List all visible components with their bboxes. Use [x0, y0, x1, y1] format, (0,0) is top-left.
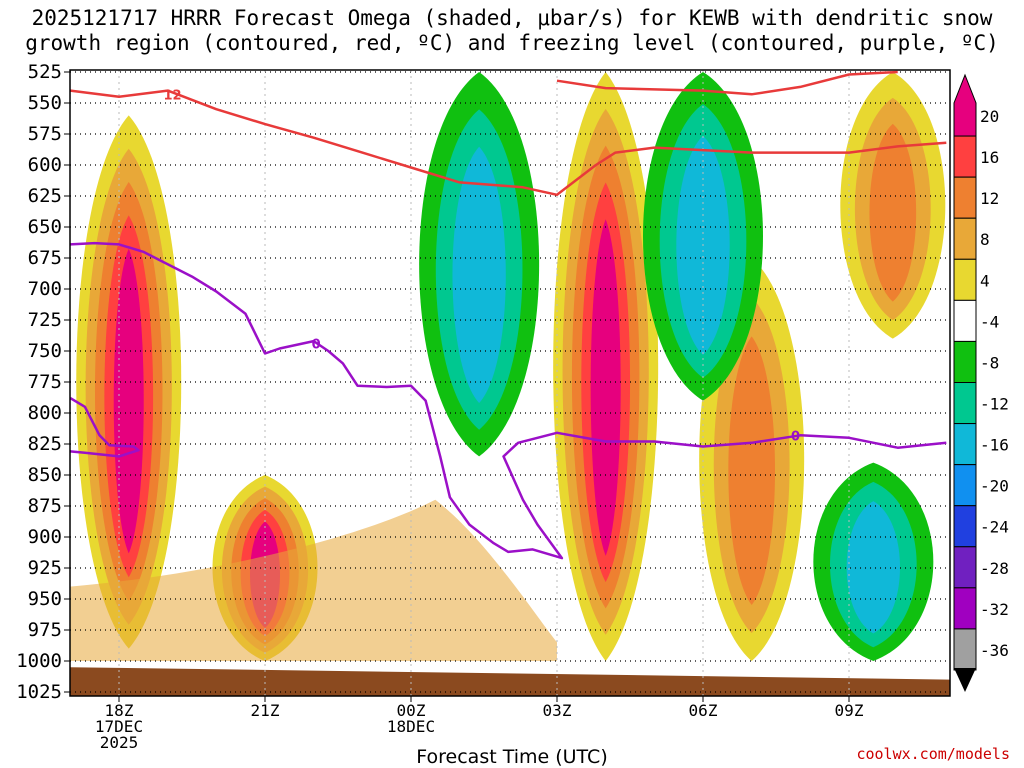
colorbar-label-1: 16 — [980, 148, 999, 167]
colorbar-segment-4 — [953, 258, 977, 301]
title-line-2: growth region (contoured, red, ºC) and f… — [25, 31, 999, 55]
x-tick-label-00Z-0: 00Z — [397, 701, 426, 720]
x-tick-label-03Z-0: 03Z — [543, 701, 572, 720]
colorbar-label-10: -24 — [980, 518, 1009, 537]
subsidence-region-01z-level-3 — [452, 146, 506, 404]
colorbar-segment-8 — [953, 423, 977, 466]
colorbar-segment-10 — [953, 505, 977, 548]
colorbar-label-5: -4 — [980, 312, 999, 331]
colorbar-bottom-arrow — [954, 668, 976, 692]
colorbar-label-13: -36 — [980, 641, 1009, 660]
colorbar-label-7: -12 — [980, 395, 1009, 414]
y-tick-label-750: 750 — [28, 340, 62, 362]
freezing-level-contour-main — [70, 241, 947, 560]
site-credit: coolwx.com/models — [856, 745, 1010, 763]
colorbar-segment-5 — [953, 299, 977, 342]
upward-motion-plume-07z-level-3 — [728, 336, 775, 606]
colorbar-label-4: 4 — [980, 271, 990, 290]
colorbar-segment-13 — [953, 628, 977, 671]
dendritic-growth-contour-upper — [556, 70, 898, 96]
upward-motion-plume-18z-level-5 — [113, 248, 144, 554]
colorbar-segment-9 — [953, 464, 977, 507]
subsidence-region-10z — [813, 462, 934, 661]
colorbar-segment-11 — [953, 546, 977, 589]
upward-motion-plume-10z — [840, 72, 946, 339]
y-tick-label-1000: 1000 — [16, 650, 62, 672]
colorbar-label-2: 12 — [980, 189, 999, 208]
y-tick-label-625: 625 — [28, 185, 62, 207]
y-tick-label-575: 575 — [28, 123, 62, 145]
colorbar-label-3: 8 — [980, 230, 990, 249]
x-tick-label-18Z-1: 17DEC — [95, 717, 143, 736]
colorbar-label-8: -16 — [980, 436, 1009, 455]
freezing-level-contour-left — [70, 397, 140, 458]
y-tick-label-875: 875 — [28, 495, 62, 517]
chart-title: 2025121717 HRRR Forecast Omega (shaded, … — [0, 6, 1024, 56]
subsidence-region-01z — [419, 72, 540, 457]
y-tick-label-1025: 1025 — [16, 681, 62, 703]
y-tick-label-975: 975 — [28, 619, 62, 641]
y-tick-label-775: 775 — [28, 371, 62, 393]
x-tick-label-18Z-0: 18Z — [105, 701, 134, 720]
y-tick-label-700: 700 — [28, 278, 62, 300]
upward-motion-plume-04z — [553, 72, 659, 661]
colorbar-segment-0 — [953, 73, 977, 137]
title-line-1: 2025121717 HRRR Forecast Omega (shaded, … — [31, 6, 993, 30]
y-tick-label-850: 850 — [28, 464, 62, 486]
y-tick-label-950: 950 — [28, 588, 62, 610]
low-level-upward-band — [70, 499, 557, 661]
colorbar-label-6: -8 — [980, 353, 999, 372]
y-tick-label-825: 825 — [28, 433, 62, 455]
colorbar-label-0: 20 — [980, 107, 999, 126]
y-tick-label-900: 900 — [28, 526, 62, 548]
y-tick-label-600: 600 — [28, 154, 62, 176]
upward-motion-plume-04z-level-5 — [590, 219, 621, 556]
freezing-level-label-2: 0 — [791, 429, 800, 444]
colorbar-segment-6 — [953, 340, 977, 383]
x-tick-label-09Z-0: 09Z — [835, 701, 864, 720]
y-tick-label-725: 725 — [28, 309, 62, 331]
y-tick-label-925: 925 — [28, 557, 62, 579]
x-axis-title: Forecast Time (UTC) — [416, 746, 608, 768]
colorbar-segment-12 — [953, 587, 977, 630]
colorbar-label-11: -28 — [980, 559, 1009, 578]
y-tick-label-525: 525 — [28, 61, 62, 83]
y-tick-label-550: 550 — [28, 92, 62, 114]
colorbar-segment-1 — [953, 135, 977, 178]
x-tick-label-18Z-2: 2025 — [100, 733, 139, 752]
y-tick-label-650: 650 — [28, 216, 62, 238]
y-tick-label-800: 800 — [28, 402, 62, 424]
upward-motion-plume-10z-level-3 — [869, 123, 917, 302]
plot-border — [69, 69, 951, 697]
dendritic-growth-contour-lower — [70, 89, 947, 197]
subsidence-region-10z-level-3 — [846, 501, 900, 634]
x-tick-label-06Z-0: 06Z — [689, 701, 718, 720]
dendritic-contour-label: 12 — [163, 88, 181, 103]
freezing-level-label-1: 0 — [312, 338, 321, 353]
colorbar-segment-7 — [953, 382, 977, 425]
colorbar-label-9: -20 — [980, 477, 1009, 496]
colorbar-segment-3 — [953, 217, 977, 260]
y-tick-label-675: 675 — [28, 247, 62, 269]
x-tick-label-21Z-0: 21Z — [251, 701, 280, 720]
terrain-surface — [70, 667, 950, 696]
colorbar-segment-2 — [953, 176, 977, 219]
x-tick-label-00Z-1: 18DEC — [387, 717, 435, 736]
colorbar-label-12: -32 — [980, 600, 1009, 619]
